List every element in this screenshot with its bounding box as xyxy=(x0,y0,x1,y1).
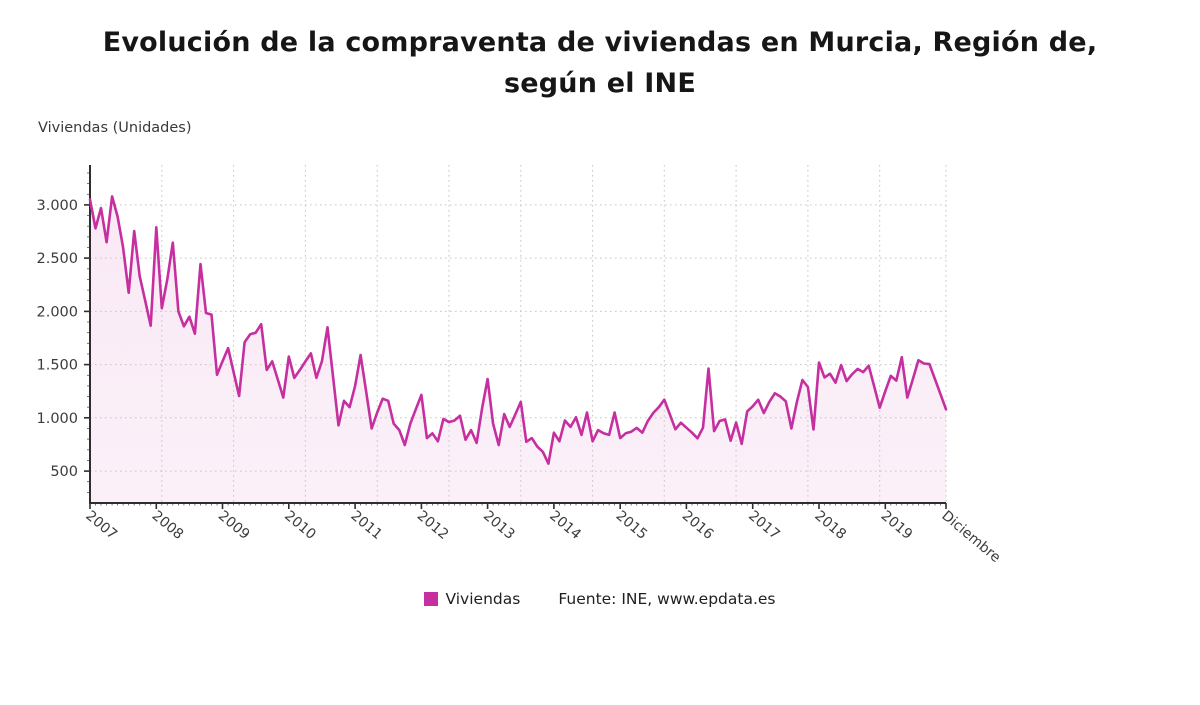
y-axis-unit-label: Viviendas (Unidades) xyxy=(38,120,192,136)
x-tick-label-Diciembre: Diciembre xyxy=(938,508,1003,566)
x-tick-label-2010: 2010 xyxy=(281,508,319,543)
legend-item-viviendas[interactable]: Viviendas xyxy=(424,590,520,608)
x-tick-label-2016: 2016 xyxy=(679,508,717,543)
source-note: Fuente: INE, www.epdata.es xyxy=(558,590,776,608)
x-tick-label-2018: 2018 xyxy=(811,508,849,543)
x-tick-label-2012: 2012 xyxy=(414,508,452,543)
y-tick-label-1.000: 1.000 xyxy=(36,411,78,427)
y-tick-label-1.500: 1.500 xyxy=(36,358,78,374)
y-tick-label-500: 500 xyxy=(50,464,78,480)
y-tick-label-3.000: 3.000 xyxy=(36,198,78,214)
y-tick-label-2.500: 2.500 xyxy=(36,251,78,267)
legend: Viviendas Fuente: INE, www.epdata.es xyxy=(0,590,1200,608)
chart-title-line1: Evolución de la compraventa de viviendas… xyxy=(102,27,1098,58)
x-tick-label-2009: 2009 xyxy=(215,508,253,543)
x-tick-label-2008: 2008 xyxy=(149,508,187,543)
plot-area[interactable] xyxy=(90,165,946,503)
x-tick-label-2007: 2007 xyxy=(82,508,120,543)
legend-series-label: Viviendas xyxy=(445,590,521,608)
x-tick-label-2017: 2017 xyxy=(745,508,783,543)
chart-title: Evolución de la compraventa de viviendas… xyxy=(0,22,1200,104)
series-area xyxy=(90,196,946,503)
series-line xyxy=(88,195,948,465)
x-tick-label-2019: 2019 xyxy=(878,508,916,543)
chart-title-line2: según el INE xyxy=(503,68,696,99)
y-tick-label-2.000: 2.000 xyxy=(36,304,78,320)
x-tick-label-2011: 2011 xyxy=(348,508,386,543)
legend-swatch-icon xyxy=(424,592,439,606)
x-tick-label-2014: 2014 xyxy=(546,508,584,543)
x-tick-label-2013: 2013 xyxy=(480,508,518,543)
x-tick-label-2015: 2015 xyxy=(613,508,651,543)
